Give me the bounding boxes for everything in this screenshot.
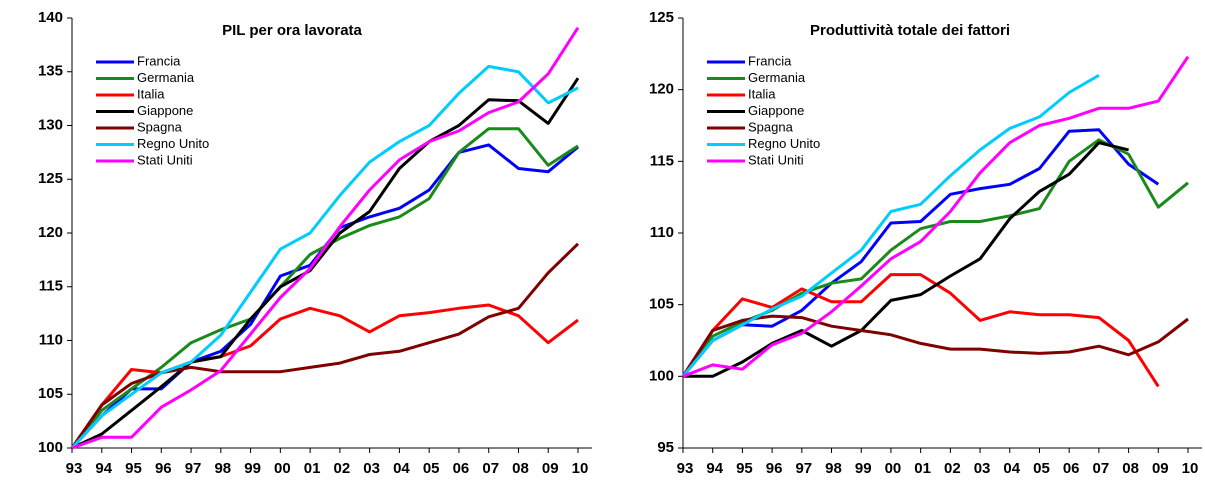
x-tick-label: 10 <box>572 460 589 477</box>
legend-label: Spagna <box>748 119 794 134</box>
y-tick-label: 115 <box>650 152 674 169</box>
y-tick-label: 115 <box>39 278 63 295</box>
chart-title: PIL per ora lavorata <box>222 22 362 39</box>
series-line <box>681 314 1189 378</box>
y-tick-label: 105 <box>38 385 63 402</box>
x-tick-label: 97 <box>185 460 202 477</box>
x-tick-label: 05 <box>1033 460 1050 477</box>
legend-label: Regno Unito <box>748 136 820 151</box>
x-tick-label: 10 <box>1182 460 1199 477</box>
x-tick-label: 97 <box>795 460 812 477</box>
series-line <box>71 77 580 450</box>
x-tick-label: 09 <box>542 460 559 477</box>
y-tick-label: 125 <box>649 9 674 26</box>
y-tick-label: 120 <box>649 81 674 98</box>
series-line <box>70 143 579 450</box>
legend-label: Francia <box>137 53 181 68</box>
y-tick-label: 135 <box>38 63 63 80</box>
legend-label: Giappone <box>748 103 804 118</box>
legend-label: Stati Uniti <box>748 152 804 167</box>
x-tick-label: 07 <box>482 460 499 477</box>
y-tick-label: 130 <box>38 116 63 133</box>
legend-label: Italia <box>748 86 776 101</box>
x-tick-label: 04 <box>1003 460 1020 477</box>
series-line <box>71 26 580 450</box>
x-tick-label: 06 <box>1063 460 1080 477</box>
y-tick-label: 95 <box>657 439 674 456</box>
x-tick-label: 96 <box>155 460 172 477</box>
series-line <box>681 74 1100 378</box>
series-line <box>681 273 1160 388</box>
x-tick-label: 99 <box>855 460 872 477</box>
y-tick-label: 105 <box>649 296 674 313</box>
series-line <box>682 55 1190 378</box>
legend-label: Spagna <box>137 119 183 134</box>
x-tick-label: 08 <box>512 460 529 477</box>
x-tick-label: 02 <box>334 460 351 477</box>
x-tick-label: 00 <box>274 460 291 477</box>
x-tick-label: 99 <box>244 460 261 477</box>
series-line <box>70 303 579 449</box>
legend-label: Italia <box>137 86 165 101</box>
y-tick-label: 110 <box>650 224 674 241</box>
x-tick-label: 03 <box>974 460 991 477</box>
x-tick-label: 06 <box>453 460 470 477</box>
x-tick-label: 09 <box>1152 460 1169 477</box>
chart-title: Produttività totale dei fattori <box>810 22 1010 39</box>
x-tick-label: 93 <box>66 460 83 477</box>
x-tick-label: 96 <box>766 460 783 477</box>
y-tick-label: 110 <box>39 331 63 348</box>
x-tick-label: 02 <box>944 460 961 477</box>
x-tick-label: 01 <box>914 460 931 477</box>
x-tick-label: 01 <box>304 460 321 477</box>
y-tick-label: 140 <box>38 9 63 26</box>
series-line <box>683 141 1129 378</box>
x-tick-label: 07 <box>1093 460 1110 477</box>
legend-label: Regno Unito <box>137 136 209 151</box>
x-tick-label: 98 <box>214 460 231 477</box>
legend-label: Stati Uniti <box>137 152 193 167</box>
x-tick-label: 93 <box>677 460 694 477</box>
x-tick-label: 05 <box>423 460 440 477</box>
x-tick-label: 03 <box>363 460 380 477</box>
legend-label: Germania <box>137 70 195 85</box>
x-tick-label: 94 <box>706 460 723 477</box>
legend-label: Francia <box>748 53 792 68</box>
series-line <box>681 138 1189 378</box>
x-tick-label: 04 <box>393 460 410 477</box>
x-tick-label: 95 <box>736 460 753 477</box>
series-line <box>70 64 579 450</box>
series-line <box>70 127 579 449</box>
legend-label: Giappone <box>137 103 193 118</box>
legend-label: Germania <box>748 70 806 85</box>
x-tick-label: 95 <box>125 460 142 477</box>
series-line <box>681 128 1160 378</box>
x-tick-label: 94 <box>95 460 112 477</box>
y-tick-label: 120 <box>38 224 63 241</box>
y-tick-label: 100 <box>649 367 674 384</box>
y-tick-label: 100 <box>38 439 63 456</box>
series-line <box>70 242 580 449</box>
x-tick-label: 98 <box>825 460 842 477</box>
x-tick-label: 00 <box>885 460 902 477</box>
x-tick-label: 08 <box>1122 460 1139 477</box>
y-tick-label: 125 <box>38 170 63 187</box>
